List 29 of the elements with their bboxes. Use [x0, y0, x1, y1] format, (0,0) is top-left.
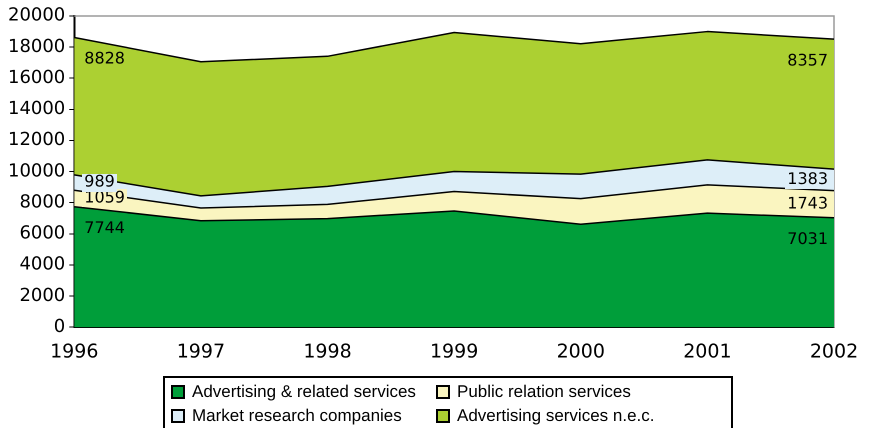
data-label: 8357 — [787, 50, 828, 70]
data-label: 1743 — [787, 193, 828, 212]
x-tick-label: 1997 — [176, 340, 226, 363]
data-label: 8828 — [84, 48, 125, 68]
x-tick-label: 2002 — [810, 340, 858, 363]
legend-label: Advertising services n.e.c. — [457, 406, 654, 426]
y-tick-label: 16000 — [8, 66, 66, 88]
y-tick-label: 12000 — [8, 129, 66, 150]
x-tick-label: 2001 — [683, 340, 732, 363]
legend-label: Market research companies — [192, 406, 402, 426]
y-tick-label: 10000 — [8, 160, 66, 182]
data-label: 989 — [84, 172, 115, 191]
y-tick-label: 6000 — [19, 222, 66, 244]
x-tick-label: 1999 — [430, 340, 478, 363]
y-tick-label: 8000 — [19, 191, 66, 212]
y-tick-label: 18000 — [8, 36, 66, 57]
y-tick-label: 4000 — [19, 254, 66, 275]
data-label: 1383 — [787, 169, 828, 188]
legend-label: Advertising & related services — [192, 382, 416, 402]
y-tick-label: 14000 — [8, 98, 66, 120]
y-tick-label: 2000 — [19, 284, 66, 306]
legend-label: Public relation services — [457, 382, 631, 402]
x-tick-label: 2000 — [556, 340, 605, 363]
x-tick-label: 1996 — [50, 340, 98, 363]
x-tick-label: 1998 — [303, 340, 352, 363]
data-label: 7744 — [84, 218, 125, 237]
y-tick-label: 20000 — [8, 4, 66, 26]
data-label: 7031 — [787, 228, 828, 248]
y-tick-label: 0 — [54, 316, 66, 337]
